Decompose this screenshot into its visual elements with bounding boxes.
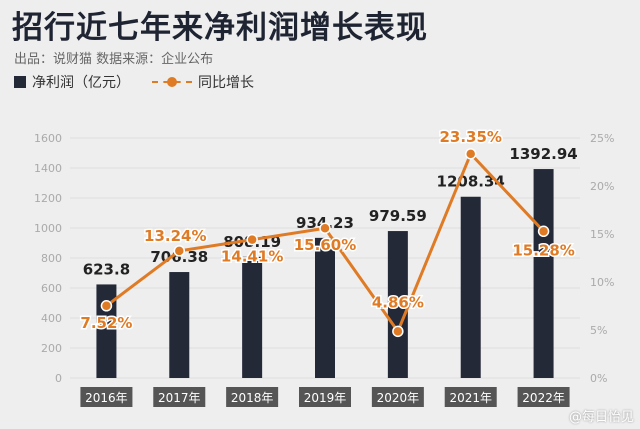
category-box [226, 387, 279, 407]
y-right-tick: 5% [590, 324, 607, 337]
category-box [517, 387, 570, 407]
bar-value-label: 1208.34 [437, 173, 505, 191]
y-left-tick: 600 [41, 282, 62, 295]
chart-subtitle: 出品：说财猫 数据来源：企业公布 [14, 52, 214, 67]
y-right-tick: 20% [590, 180, 614, 193]
category-box [444, 387, 497, 407]
growth-value-label: 14.41% [221, 248, 283, 266]
y-left-tick: 800 [41, 252, 62, 265]
category-label: 2017年 [158, 391, 201, 405]
y-left-tick: 200 [41, 342, 62, 355]
legend-line-label: 同比增长 [198, 75, 254, 91]
growth-value-label: 7.52% [80, 314, 132, 332]
growth-point [464, 148, 477, 160]
category-box [80, 387, 133, 407]
legend-bar-swatch [14, 76, 26, 88]
category-label: 2016年 [85, 391, 128, 405]
category-box [153, 387, 206, 407]
bar [460, 196, 481, 378]
legend-line-swatch [152, 76, 192, 88]
y-left-tick: 1600 [34, 132, 62, 145]
category-label: 2018年 [231, 391, 274, 405]
y-left-tick: 1000 [34, 222, 62, 235]
growth-value-label: 4.86% [372, 293, 424, 311]
growth-point [392, 325, 404, 338]
bar [169, 272, 190, 378]
growth-point [319, 222, 331, 234]
bar-value-label: 979.59 [369, 207, 427, 225]
bar [387, 231, 408, 378]
bar [533, 169, 554, 378]
category-label: 2019年 [304, 391, 347, 405]
growth-point [173, 245, 186, 257]
growth-value-label: 13.24% [144, 227, 206, 245]
bar-value-label: 1392.94 [509, 145, 577, 163]
growth-value-label: 15.60% [294, 236, 356, 254]
bar [242, 256, 263, 378]
y-right-tick: 15% [590, 228, 614, 241]
legend-bar-label: 净利润（亿元） [32, 75, 130, 91]
growth-point [246, 233, 258, 246]
chart-title: 招行近七年来净利润增长表现 [12, 10, 428, 46]
category-label: 2022年 [522, 391, 565, 405]
category-label: 2020年 [377, 391, 420, 405]
category-box [299, 387, 351, 407]
growth-point [537, 225, 550, 238]
y-left-tick: 1200 [34, 192, 62, 205]
category-box [371, 387, 424, 407]
watermark: @每日怡见 [568, 410, 634, 425]
y-right-tick: 25% [590, 132, 614, 145]
growth-value-label: 23.35% [439, 128, 501, 146]
growth-point [100, 300, 113, 312]
y-left-tick: 0 [55, 372, 62, 385]
legend: 净利润（亿元） 同比增长 [14, 72, 254, 92]
y-right-tick: 10% [590, 276, 614, 289]
y-left-tick: 400 [41, 312, 62, 325]
category-label: 2021年 [449, 391, 492, 405]
y-left-tick: 1400 [34, 162, 62, 175]
bar [315, 237, 335, 378]
y-right-tick: 0% [590, 372, 607, 385]
growth-value-label: 15.28% [512, 241, 574, 259]
bar-value-label: 623.8 [83, 260, 130, 278]
